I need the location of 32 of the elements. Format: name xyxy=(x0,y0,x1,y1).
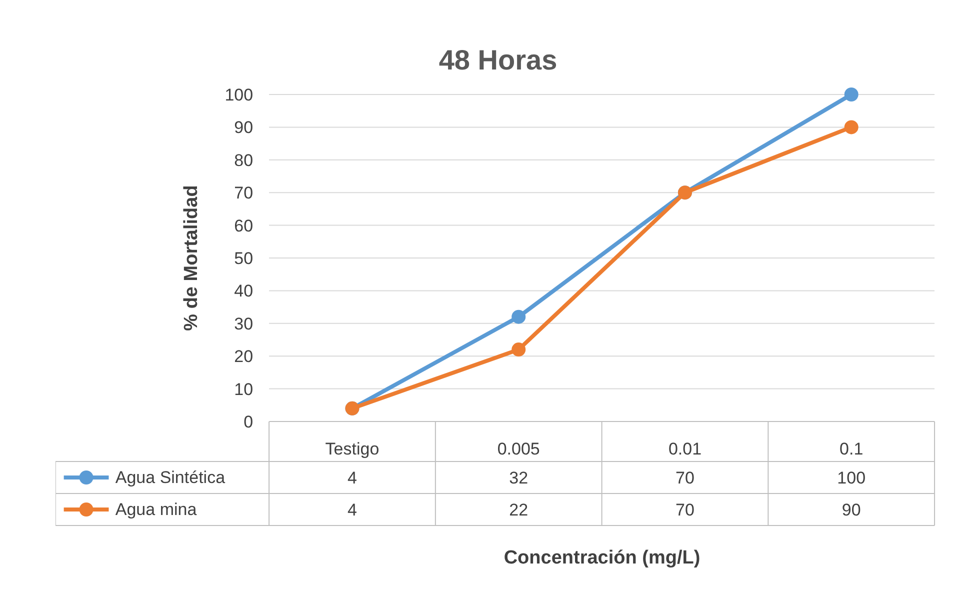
y-tick-label: 60 xyxy=(234,216,254,236)
legend-label: Agua mina xyxy=(115,500,198,519)
chart-title: 48 Horas xyxy=(438,44,558,76)
data-label: 4 xyxy=(348,500,357,520)
y-tick-label: 10 xyxy=(234,380,254,399)
x-tick-label: 0.1 xyxy=(840,440,864,458)
data-label: 100 xyxy=(837,468,866,488)
y-tick-label: 90 xyxy=(234,118,254,138)
point xyxy=(844,88,858,102)
x-tick-label: 0.005 xyxy=(497,440,540,458)
y-tick-label: 100 xyxy=(224,86,254,104)
y-axis-title: % de Mortalidad xyxy=(181,185,202,331)
data-label: 22 xyxy=(509,500,528,520)
data-label: 32 xyxy=(509,468,528,488)
y-tick-label: 50 xyxy=(234,249,254,268)
x-axis-title: Concentración (mg/L) xyxy=(504,548,700,568)
point xyxy=(512,342,526,357)
y-tick-label: 0 xyxy=(244,412,254,432)
data-label: 90 xyxy=(842,500,861,520)
y-tick-label: 80 xyxy=(234,150,254,170)
data-label: 70 xyxy=(676,500,694,520)
y-tick-label: 70 xyxy=(234,184,254,203)
y-tick-label: 30 xyxy=(234,314,254,334)
y-tick-label: 40 xyxy=(234,282,254,301)
data-label: 70 xyxy=(676,468,694,488)
legend-label: Agua Sintética xyxy=(115,468,226,487)
point xyxy=(512,310,526,324)
x-tick-label: 0.01 xyxy=(668,440,702,458)
data-label: 4 xyxy=(348,468,357,488)
y-tick-label: 20 xyxy=(234,347,254,366)
point xyxy=(844,120,858,134)
x-tick-label: Testigo xyxy=(325,440,380,458)
